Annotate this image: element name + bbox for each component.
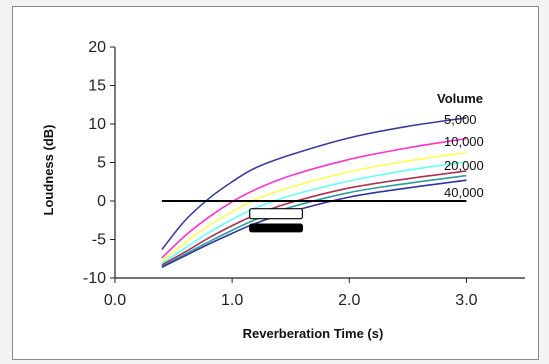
y-axis-title: Loudness (dB) [41, 125, 56, 216]
y-tick-label: 20 [88, 39, 106, 56]
series-label-10000: 10,000 [444, 134, 484, 149]
y-tick-label: 0 [97, 193, 106, 210]
legend-title: Volume [437, 91, 483, 106]
y-tick-label: -5 [92, 232, 106, 249]
series-line-1 [161, 117, 467, 251]
series-line-6 [161, 174, 467, 268]
range-box-black [249, 223, 304, 233]
y-tick-label: 10 [88, 116, 106, 133]
x-tick-label: 1.0 [221, 292, 243, 309]
series-label-5000: 5,000 [444, 112, 477, 127]
series-line-7 [161, 179, 467, 268]
series-label-20000: 20,000 [444, 158, 484, 173]
series-line-2 [161, 137, 467, 259]
y-tick-label: 5 [97, 155, 106, 172]
plot-area: -10 -5 0 5 10 15 20 0.0 1.0 2.0 3.0 [83, 39, 525, 309]
x-tick-label: 0.0 [104, 292, 126, 309]
series-line-4 [161, 160, 467, 265]
series-label-40000: 40,000 [444, 185, 484, 200]
x-tick-label: 2.0 [338, 292, 360, 309]
y-tick-label: 15 [88, 78, 106, 95]
x-tick-label: 3.0 [455, 292, 477, 309]
chart-frame: -10 -5 0 5 10 15 20 0.0 1.0 2.0 3.0 Loudness (dB) … [12, 6, 539, 360]
range-box-white [249, 208, 304, 220]
y-tick-label: -10 [83, 270, 106, 287]
series-line-3 [161, 151, 467, 262]
x-axis-title: Reverberation Time (s) [243, 326, 384, 341]
